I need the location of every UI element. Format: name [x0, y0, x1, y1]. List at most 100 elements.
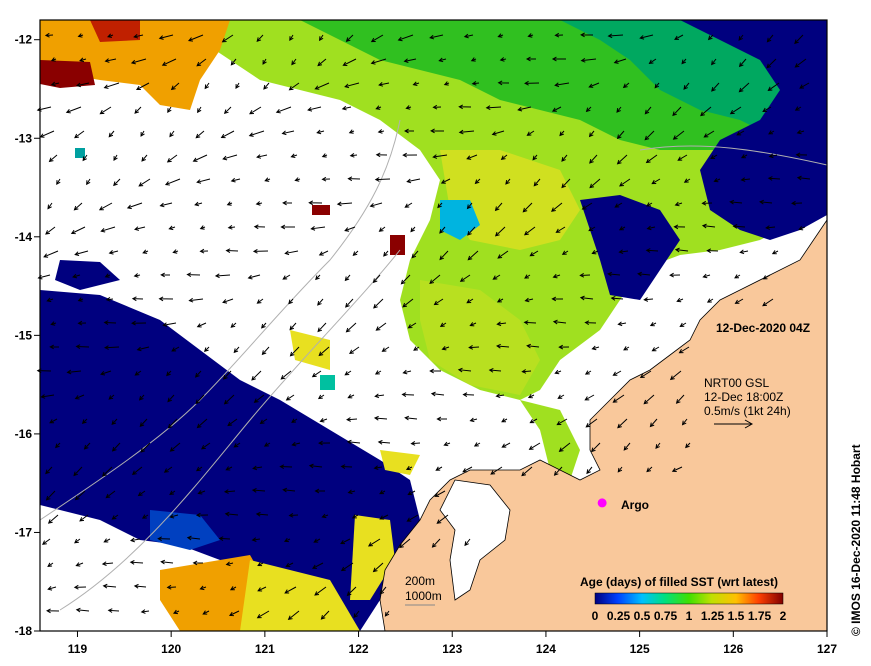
current-vector	[413, 346, 420, 351]
current-vector	[401, 392, 415, 397]
current-vector	[353, 610, 360, 619]
current-vector	[275, 106, 292, 114]
current-vector	[618, 226, 626, 231]
current-vector	[223, 489, 236, 494]
current-vector	[42, 538, 51, 545]
current-vector	[228, 610, 240, 617]
current-vector	[284, 250, 299, 256]
current-vector	[342, 58, 357, 66]
current-vector	[167, 418, 178, 429]
current-vector	[46, 297, 54, 303]
current-vector	[344, 226, 356, 232]
current-vector	[279, 464, 293, 470]
current-vector	[100, 370, 112, 376]
current-vector	[765, 225, 776, 230]
current-vector	[282, 274, 291, 280]
sst-age-1-5-patch	[290, 330, 330, 370]
current-vector	[79, 514, 89, 522]
current-vector	[289, 346, 300, 357]
current-vector	[434, 490, 446, 497]
current-vector	[589, 154, 598, 164]
current-vector	[253, 394, 265, 403]
current-vector	[345, 34, 354, 42]
current-vector	[438, 57, 447, 63]
current-vector	[585, 106, 592, 113]
current-vector	[524, 80, 540, 86]
current-vector	[527, 33, 534, 38]
current-vector	[466, 154, 478, 160]
colorbar-tick-label: 1	[686, 609, 693, 623]
current-vector	[431, 538, 441, 548]
current-vector	[142, 249, 149, 254]
current-vector	[261, 346, 270, 356]
current-vector	[492, 274, 501, 280]
current-vector	[669, 272, 681, 278]
current-vector	[443, 81, 450, 86]
sst-age-2-patch-3	[390, 235, 405, 255]
current-vector	[459, 274, 471, 282]
current-vector	[56, 178, 61, 186]
current-vector	[294, 177, 301, 182]
current-vector	[521, 369, 532, 374]
current-vector	[466, 202, 473, 210]
argo-label: Argo	[621, 498, 649, 512]
current-vector	[681, 58, 687, 65]
current-vector	[229, 586, 237, 591]
colorbar-tick-label: 2	[780, 609, 787, 623]
current-vector	[285, 562, 294, 568]
current-vector	[48, 154, 58, 163]
current-vector	[134, 226, 146, 231]
current-vector	[646, 202, 653, 207]
current-vector	[223, 394, 235, 405]
current-vector	[126, 202, 143, 210]
current-vector	[651, 178, 661, 185]
current-vector	[430, 391, 445, 397]
current-vector	[214, 273, 231, 279]
current-vector	[701, 200, 713, 206]
current-vector	[437, 202, 443, 209]
current-vector	[103, 320, 117, 325]
current-vector	[377, 439, 391, 445]
current-vector	[471, 81, 480, 86]
bathymetry-label-1000m: 1000m	[405, 589, 442, 603]
current-info-line1: NRT00 GSL	[704, 376, 769, 390]
current-vector	[307, 106, 322, 112]
latitude-tick-label: -12	[15, 33, 33, 47]
current-vector	[288, 512, 299, 518]
current-vector	[288, 82, 300, 91]
current-vector	[554, 369, 562, 375]
current-vector	[794, 106, 802, 111]
longitude-tick-label: 127	[817, 642, 837, 656]
current-vector	[49, 418, 58, 424]
current-vector	[470, 57, 477, 62]
current-vector	[379, 586, 387, 595]
current-vector	[319, 418, 328, 423]
current-vector	[111, 418, 118, 426]
current-vector	[617, 418, 628, 429]
current-vector	[197, 490, 206, 495]
current-vector	[134, 106, 142, 114]
current-vector	[137, 490, 146, 497]
current-vector	[223, 370, 232, 380]
current-vector	[681, 418, 688, 426]
current-vector	[559, 130, 565, 137]
sst-age-0-ne-region	[680, 20, 827, 240]
current-vector	[136, 346, 150, 352]
current-vector	[798, 225, 806, 231]
sst-patch-teal-2	[75, 148, 85, 158]
current-vector	[588, 130, 595, 138]
current-vector	[495, 393, 505, 399]
current-vector	[172, 609, 180, 615]
sst-age-1-75-south-region	[160, 555, 270, 631]
current-vector	[734, 274, 741, 279]
current-vector	[313, 538, 321, 543]
current-vector	[49, 344, 60, 350]
current-vector	[263, 442, 271, 447]
current-vector	[75, 82, 90, 88]
current-vector	[795, 152, 808, 158]
current-vector	[529, 250, 539, 257]
current-vector	[768, 130, 775, 135]
current-vector	[221, 34, 234, 43]
current-vector	[645, 248, 659, 253]
current-vector	[321, 153, 328, 158]
